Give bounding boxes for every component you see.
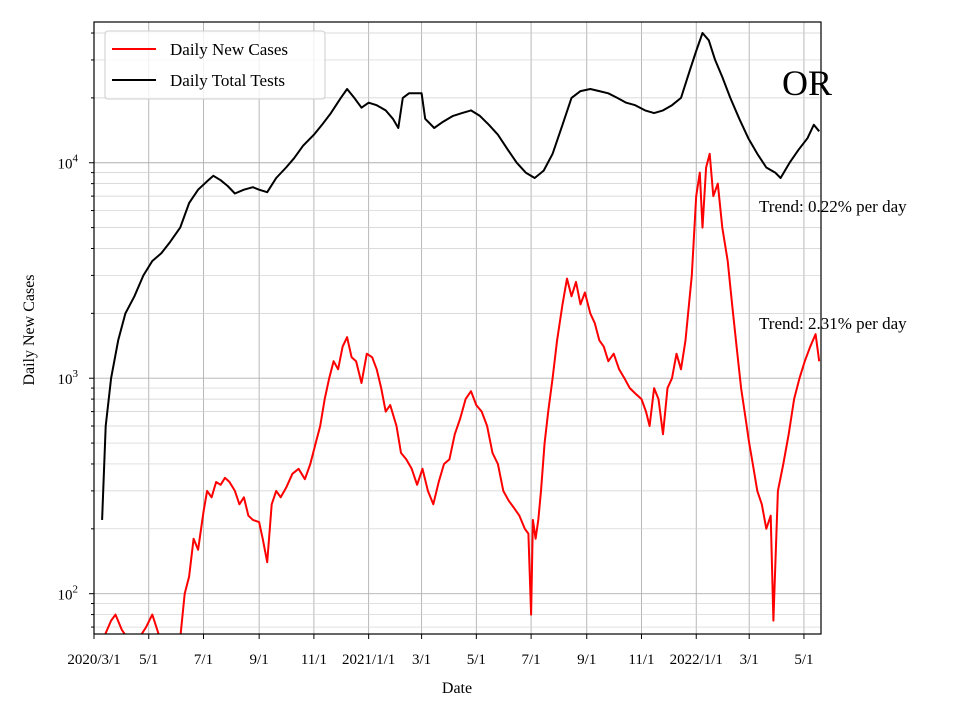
y-axis: 102 103 104 xyxy=(58,32,94,628)
trend-label-cases: Trend: 2.31% per day xyxy=(759,314,907,333)
plot-area xyxy=(101,32,821,634)
x-tick-label: 2021/1/1 xyxy=(342,652,395,668)
legend-label-tests: Daily Total Tests xyxy=(170,71,285,90)
x-tick-label: 7/1 xyxy=(522,652,541,668)
y-tick-label: 102 xyxy=(58,584,79,604)
x-tick-label: 5/1 xyxy=(139,652,158,668)
x-tick-label: 11/1 xyxy=(301,652,327,668)
x-tick-label: 5/1 xyxy=(794,652,813,668)
y-axis-label: Daily New Cases xyxy=(21,274,38,385)
y-tick-label: 103 xyxy=(58,368,79,388)
x-tick-label: 3/1 xyxy=(412,652,431,668)
state-label: OR xyxy=(782,63,832,103)
x-tick-label: 5/1 xyxy=(467,652,486,668)
x-tick-label: 2022/1/1 xyxy=(670,652,723,668)
trend-label-tests: Trend: 0.22% per day xyxy=(759,197,907,216)
x-tick-label: 3/1 xyxy=(740,652,759,668)
legend-box xyxy=(104,30,326,100)
y-tick-label: 104 xyxy=(58,153,79,173)
x-tick-label: 2020/3/1 xyxy=(67,652,120,668)
x-tick-label: 9/1 xyxy=(250,652,269,668)
x-tick-label: 7/1 xyxy=(194,652,213,668)
series-line-daily-total-tests xyxy=(101,32,820,520)
series-line-daily-new-cases xyxy=(104,152,821,634)
x-tick-label: 9/1 xyxy=(577,652,596,668)
legend: Daily New Cases Daily Total Tests xyxy=(104,30,326,100)
x-tick-label: 11/1 xyxy=(628,652,654,668)
legend-label-cases: Daily New Cases xyxy=(170,40,288,59)
x-axis-label: Date xyxy=(442,680,472,697)
axes-frame xyxy=(93,21,822,635)
grid xyxy=(93,22,821,634)
x-axis: 2020/3/1 5/1 7/1 9/1 11/1 2021/1/1 3/1 5/1 7/1 9/… xyxy=(67,634,814,668)
